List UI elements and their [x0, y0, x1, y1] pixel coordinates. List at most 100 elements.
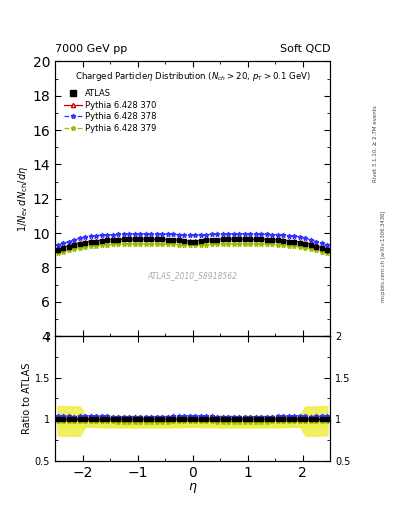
Y-axis label: $1/N_\mathrm{ev}\,dN_\mathrm{ch}/d\eta$: $1/N_\mathrm{ev}\,dN_\mathrm{ch}/d\eta$ [16, 166, 29, 232]
Pythia 6.428 379 [127, 241, 132, 247]
Line: Pythia 6.428 378: Pythia 6.428 378 [55, 231, 330, 247]
Pythia 6.428 378 [270, 231, 275, 238]
Pythia 6.428 370 [154, 236, 159, 242]
Pythia 6.428 378 [165, 231, 170, 238]
Pythia 6.428 379 [204, 242, 209, 248]
Pythia 6.428 378 [116, 231, 121, 238]
Pythia 6.428 370 [325, 246, 330, 252]
Pythia 6.428 379 [110, 241, 115, 247]
Pythia 6.428 370 [83, 239, 88, 245]
Pythia 6.428 379 [286, 243, 291, 249]
Pythia 6.428 370 [66, 243, 71, 249]
Pythia 6.428 379 [220, 241, 225, 247]
Pythia 6.428 370 [77, 240, 82, 246]
Pythia 6.428 379 [143, 241, 148, 247]
Pythia 6.428 370 [165, 237, 170, 243]
Pythia 6.428 370 [116, 237, 121, 243]
Pythia 6.428 370 [248, 236, 253, 242]
Pythia 6.428 370 [99, 237, 104, 243]
Pythia 6.428 370 [110, 237, 115, 243]
Pythia 6.428 378 [61, 240, 66, 246]
Pythia 6.428 378 [143, 230, 148, 237]
Pythia 6.428 370 [121, 236, 126, 242]
Pythia 6.428 370 [281, 237, 286, 243]
Pythia 6.428 379 [215, 241, 220, 247]
Pythia 6.428 378 [242, 230, 247, 237]
Pythia 6.428 378 [154, 231, 159, 237]
Pythia 6.428 378 [176, 231, 181, 238]
Pythia 6.428 379 [77, 245, 82, 251]
Pythia 6.428 379 [231, 241, 236, 247]
Pythia 6.428 379 [264, 241, 269, 247]
Pythia 6.428 378 [325, 242, 330, 248]
Pythia 6.428 370 [220, 237, 225, 243]
Pythia 6.428 378 [281, 232, 286, 238]
Pythia 6.428 378 [160, 231, 165, 237]
Pythia 6.428 378 [226, 231, 231, 237]
Pythia 6.428 379 [61, 248, 66, 254]
Pythia 6.428 378 [132, 231, 137, 237]
Pythia 6.428 378 [286, 232, 291, 239]
Pythia 6.428 370 [171, 237, 176, 243]
Pythia 6.428 379 [193, 242, 198, 248]
Pythia 6.428 378 [187, 232, 192, 238]
Pythia 6.428 379 [171, 241, 176, 247]
Pythia 6.428 379 [88, 243, 93, 249]
Pythia 6.428 370 [176, 237, 181, 243]
Pythia 6.428 379 [99, 242, 104, 248]
Pythia 6.428 370 [298, 239, 302, 245]
Pythia 6.428 370 [209, 237, 214, 243]
Pythia 6.428 370 [320, 245, 324, 251]
Pythia 6.428 379 [132, 241, 137, 247]
Text: ATLAS_2010_S8918562: ATLAS_2010_S8918562 [147, 271, 238, 280]
Pythia 6.428 379 [154, 241, 159, 247]
Pythia 6.428 378 [121, 231, 126, 238]
Pythia 6.428 370 [187, 238, 192, 244]
Y-axis label: Ratio to ATLAS: Ratio to ATLAS [22, 362, 32, 434]
Pythia 6.428 378 [215, 231, 220, 238]
Pythia 6.428 370 [61, 245, 66, 251]
Pythia 6.428 370 [160, 237, 165, 243]
Pythia 6.428 378 [88, 233, 93, 239]
Pythia 6.428 370 [226, 236, 231, 242]
Pythia 6.428 379 [72, 246, 77, 252]
Pythia 6.428 378 [237, 230, 242, 237]
Pythia 6.428 379 [138, 241, 143, 247]
Pythia 6.428 370 [242, 236, 247, 242]
Pythia 6.428 370 [253, 236, 258, 242]
Pythia 6.428 378 [182, 232, 187, 238]
Pythia 6.428 370 [215, 237, 220, 243]
Text: Rivet 3.1.10, ≥ 2.7M events: Rivet 3.1.10, ≥ 2.7M events [373, 105, 378, 182]
Line: Pythia 6.428 370: Pythia 6.428 370 [56, 237, 329, 251]
Pythia 6.428 379 [66, 247, 71, 253]
Pythia 6.428 379 [94, 243, 99, 249]
Pythia 6.428 370 [88, 238, 93, 244]
Pythia 6.428 379 [149, 241, 154, 247]
Pythia 6.428 379 [275, 242, 280, 248]
Pythia 6.428 379 [55, 250, 60, 256]
Text: mcplots.cern.ch [arXiv:1306.3436]: mcplots.cern.ch [arXiv:1306.3436] [381, 210, 386, 302]
Pythia 6.428 370 [105, 237, 110, 243]
Pythia 6.428 378 [303, 235, 308, 241]
Pythia 6.428 370 [314, 243, 319, 249]
Pythia 6.428 378 [193, 232, 198, 238]
Pythia 6.428 378 [94, 232, 99, 239]
Pythia 6.428 378 [320, 240, 324, 246]
Pythia 6.428 378 [204, 231, 209, 238]
Pythia 6.428 379 [165, 241, 170, 247]
Pythia 6.428 370 [55, 246, 60, 252]
Pythia 6.428 370 [193, 238, 198, 244]
Pythia 6.428 378 [83, 234, 88, 240]
Pythia 6.428 370 [127, 236, 132, 242]
Pythia 6.428 379 [248, 241, 253, 247]
Pythia 6.428 379 [325, 250, 330, 256]
Pythia 6.428 378 [198, 232, 203, 238]
Pythia 6.428 370 [286, 238, 291, 244]
Pythia 6.428 378 [110, 231, 115, 238]
Pythia 6.428 378 [209, 231, 214, 238]
Pythia 6.428 378 [220, 231, 225, 237]
Pythia 6.428 370 [270, 237, 275, 243]
Pythia 6.428 378 [149, 230, 154, 237]
Pythia 6.428 378 [259, 231, 264, 238]
Pythia 6.428 370 [292, 238, 297, 244]
